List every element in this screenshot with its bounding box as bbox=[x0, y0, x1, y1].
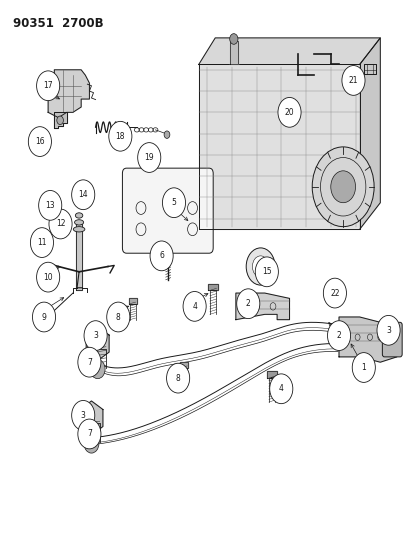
Circle shape bbox=[90, 360, 105, 378]
Text: 11: 11 bbox=[37, 238, 47, 247]
Circle shape bbox=[351, 353, 375, 382]
Circle shape bbox=[166, 364, 189, 393]
Text: 9: 9 bbox=[41, 312, 46, 321]
Circle shape bbox=[323, 278, 346, 308]
Circle shape bbox=[255, 257, 278, 287]
Circle shape bbox=[229, 34, 237, 44]
Polygon shape bbox=[76, 224, 82, 290]
Polygon shape bbox=[180, 362, 188, 368]
Text: 16: 16 bbox=[35, 137, 45, 146]
Polygon shape bbox=[359, 38, 380, 229]
Circle shape bbox=[71, 400, 95, 430]
Text: 2: 2 bbox=[336, 331, 341, 340]
Text: 5: 5 bbox=[171, 198, 176, 207]
Circle shape bbox=[269, 374, 292, 403]
Text: 7: 7 bbox=[87, 358, 92, 367]
Polygon shape bbox=[86, 327, 109, 361]
Circle shape bbox=[162, 188, 185, 217]
Circle shape bbox=[84, 434, 99, 453]
Polygon shape bbox=[80, 401, 103, 435]
Text: 2: 2 bbox=[245, 299, 250, 308]
Circle shape bbox=[236, 289, 259, 319]
Text: 4: 4 bbox=[278, 384, 283, 393]
Polygon shape bbox=[363, 64, 375, 74]
Polygon shape bbox=[338, 317, 396, 362]
Text: 20: 20 bbox=[284, 108, 294, 117]
Circle shape bbox=[30, 228, 53, 257]
Polygon shape bbox=[208, 284, 218, 290]
Text: 3: 3 bbox=[81, 411, 85, 420]
Circle shape bbox=[150, 241, 173, 271]
Circle shape bbox=[78, 419, 101, 449]
Text: 21: 21 bbox=[348, 76, 357, 85]
Text: 22: 22 bbox=[329, 288, 339, 297]
Circle shape bbox=[252, 256, 268, 277]
Circle shape bbox=[109, 122, 132, 151]
Polygon shape bbox=[235, 293, 289, 320]
Circle shape bbox=[49, 209, 72, 239]
Text: 8: 8 bbox=[116, 312, 120, 321]
Polygon shape bbox=[198, 38, 380, 64]
FancyBboxPatch shape bbox=[382, 322, 401, 357]
Polygon shape bbox=[53, 112, 66, 128]
Circle shape bbox=[28, 127, 51, 157]
Text: 90351  2700B: 90351 2700B bbox=[13, 17, 103, 30]
Text: 1: 1 bbox=[361, 363, 365, 372]
Circle shape bbox=[183, 292, 206, 321]
Text: 14: 14 bbox=[78, 190, 88, 199]
Polygon shape bbox=[267, 371, 276, 378]
Circle shape bbox=[71, 180, 95, 209]
Circle shape bbox=[164, 131, 169, 139]
Text: 12: 12 bbox=[56, 220, 65, 229]
Text: 3: 3 bbox=[93, 331, 98, 340]
Circle shape bbox=[277, 98, 300, 127]
Circle shape bbox=[341, 66, 364, 95]
Circle shape bbox=[32, 302, 55, 332]
Circle shape bbox=[330, 171, 355, 203]
Circle shape bbox=[311, 147, 373, 227]
Circle shape bbox=[138, 143, 160, 172]
Text: 17: 17 bbox=[43, 81, 53, 90]
Circle shape bbox=[84, 321, 107, 351]
Polygon shape bbox=[229, 43, 237, 64]
Text: 10: 10 bbox=[43, 273, 53, 281]
Text: 8: 8 bbox=[175, 374, 180, 383]
Text: 13: 13 bbox=[45, 201, 55, 210]
Text: 3: 3 bbox=[385, 326, 390, 335]
Text: 7: 7 bbox=[87, 430, 92, 439]
Circle shape bbox=[57, 116, 63, 125]
Circle shape bbox=[78, 348, 101, 377]
Text: 18: 18 bbox=[115, 132, 125, 141]
Text: 4: 4 bbox=[192, 302, 197, 311]
Text: 6: 6 bbox=[159, 252, 164, 260]
Ellipse shape bbox=[73, 227, 85, 232]
Circle shape bbox=[246, 248, 274, 285]
Circle shape bbox=[38, 190, 62, 220]
Circle shape bbox=[36, 262, 59, 292]
FancyBboxPatch shape bbox=[122, 168, 213, 253]
Circle shape bbox=[376, 316, 399, 345]
Polygon shape bbox=[128, 298, 137, 304]
Text: 19: 19 bbox=[144, 153, 154, 162]
Text: 15: 15 bbox=[261, 268, 271, 276]
Polygon shape bbox=[48, 70, 89, 118]
Circle shape bbox=[327, 321, 350, 351]
Circle shape bbox=[36, 71, 59, 101]
Circle shape bbox=[107, 302, 130, 332]
Ellipse shape bbox=[74, 220, 83, 225]
Ellipse shape bbox=[75, 213, 83, 218]
Polygon shape bbox=[198, 64, 359, 229]
